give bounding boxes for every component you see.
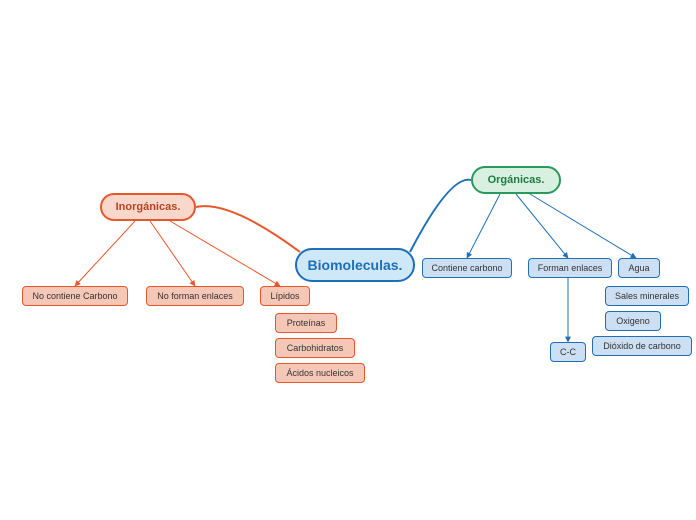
node-agua: Agua <box>618 258 660 278</box>
node-dio: Dióxido de carbono <box>592 336 692 356</box>
node-label-o2: Forman enlaces <box>538 263 603 273</box>
node-label-sales: Sales minerales <box>615 291 679 301</box>
node-carb: Carbohidratos <box>275 338 355 358</box>
node-inorg: Inorgánicas. <box>100 193 196 221</box>
node-label-i1: No contiene Carbono <box>32 291 117 301</box>
node-label-prot: Proteínas <box>287 318 326 328</box>
edge-org-o1 <box>467 194 500 258</box>
node-o1: Contiene carbono <box>422 258 512 278</box>
node-label-o1: Contiene carbono <box>431 263 502 273</box>
node-label-i2: No forman enlaces <box>157 291 233 301</box>
node-root: Biomoleculas. <box>295 248 415 282</box>
edge-org-agua <box>530 194 636 258</box>
edge-inorg-i2 <box>150 221 195 286</box>
node-i2: No forman enlaces <box>146 286 244 306</box>
edge-root-org <box>410 180 471 252</box>
node-sales: Sales minerales <box>605 286 689 306</box>
node-acid: Ácidos nucleicos <box>275 363 365 383</box>
node-label-root: Biomoleculas. <box>308 257 403 273</box>
node-label-oxi: Oxigeno <box>616 316 650 326</box>
edge-root-inorg <box>196 206 300 252</box>
node-prot: Proteínas <box>275 313 337 333</box>
node-label-cc: C-C <box>560 347 576 357</box>
node-label-agua: Agua <box>628 263 649 273</box>
node-o2: Forman enlaces <box>528 258 612 278</box>
node-cc: C-C <box>550 342 586 362</box>
node-label-lipidos: Lípidos <box>270 291 299 301</box>
node-label-org: Orgánicas. <box>488 174 545 186</box>
node-label-inorg: Inorgánicas. <box>116 201 181 213</box>
node-org: Orgánicas. <box>471 166 561 194</box>
edge-inorg-lipidos <box>170 221 280 286</box>
node-label-dio: Dióxido de carbono <box>603 341 681 351</box>
node-label-acid: Ácidos nucleicos <box>286 368 353 378</box>
node-oxi: Oxigeno <box>605 311 661 331</box>
edge-org-o2 <box>516 194 568 258</box>
node-label-carb: Carbohidratos <box>287 343 344 353</box>
node-lipidos: Lípidos <box>260 286 310 306</box>
node-i1: No contiene Carbono <box>22 286 128 306</box>
edge-inorg-i1 <box>75 221 135 286</box>
